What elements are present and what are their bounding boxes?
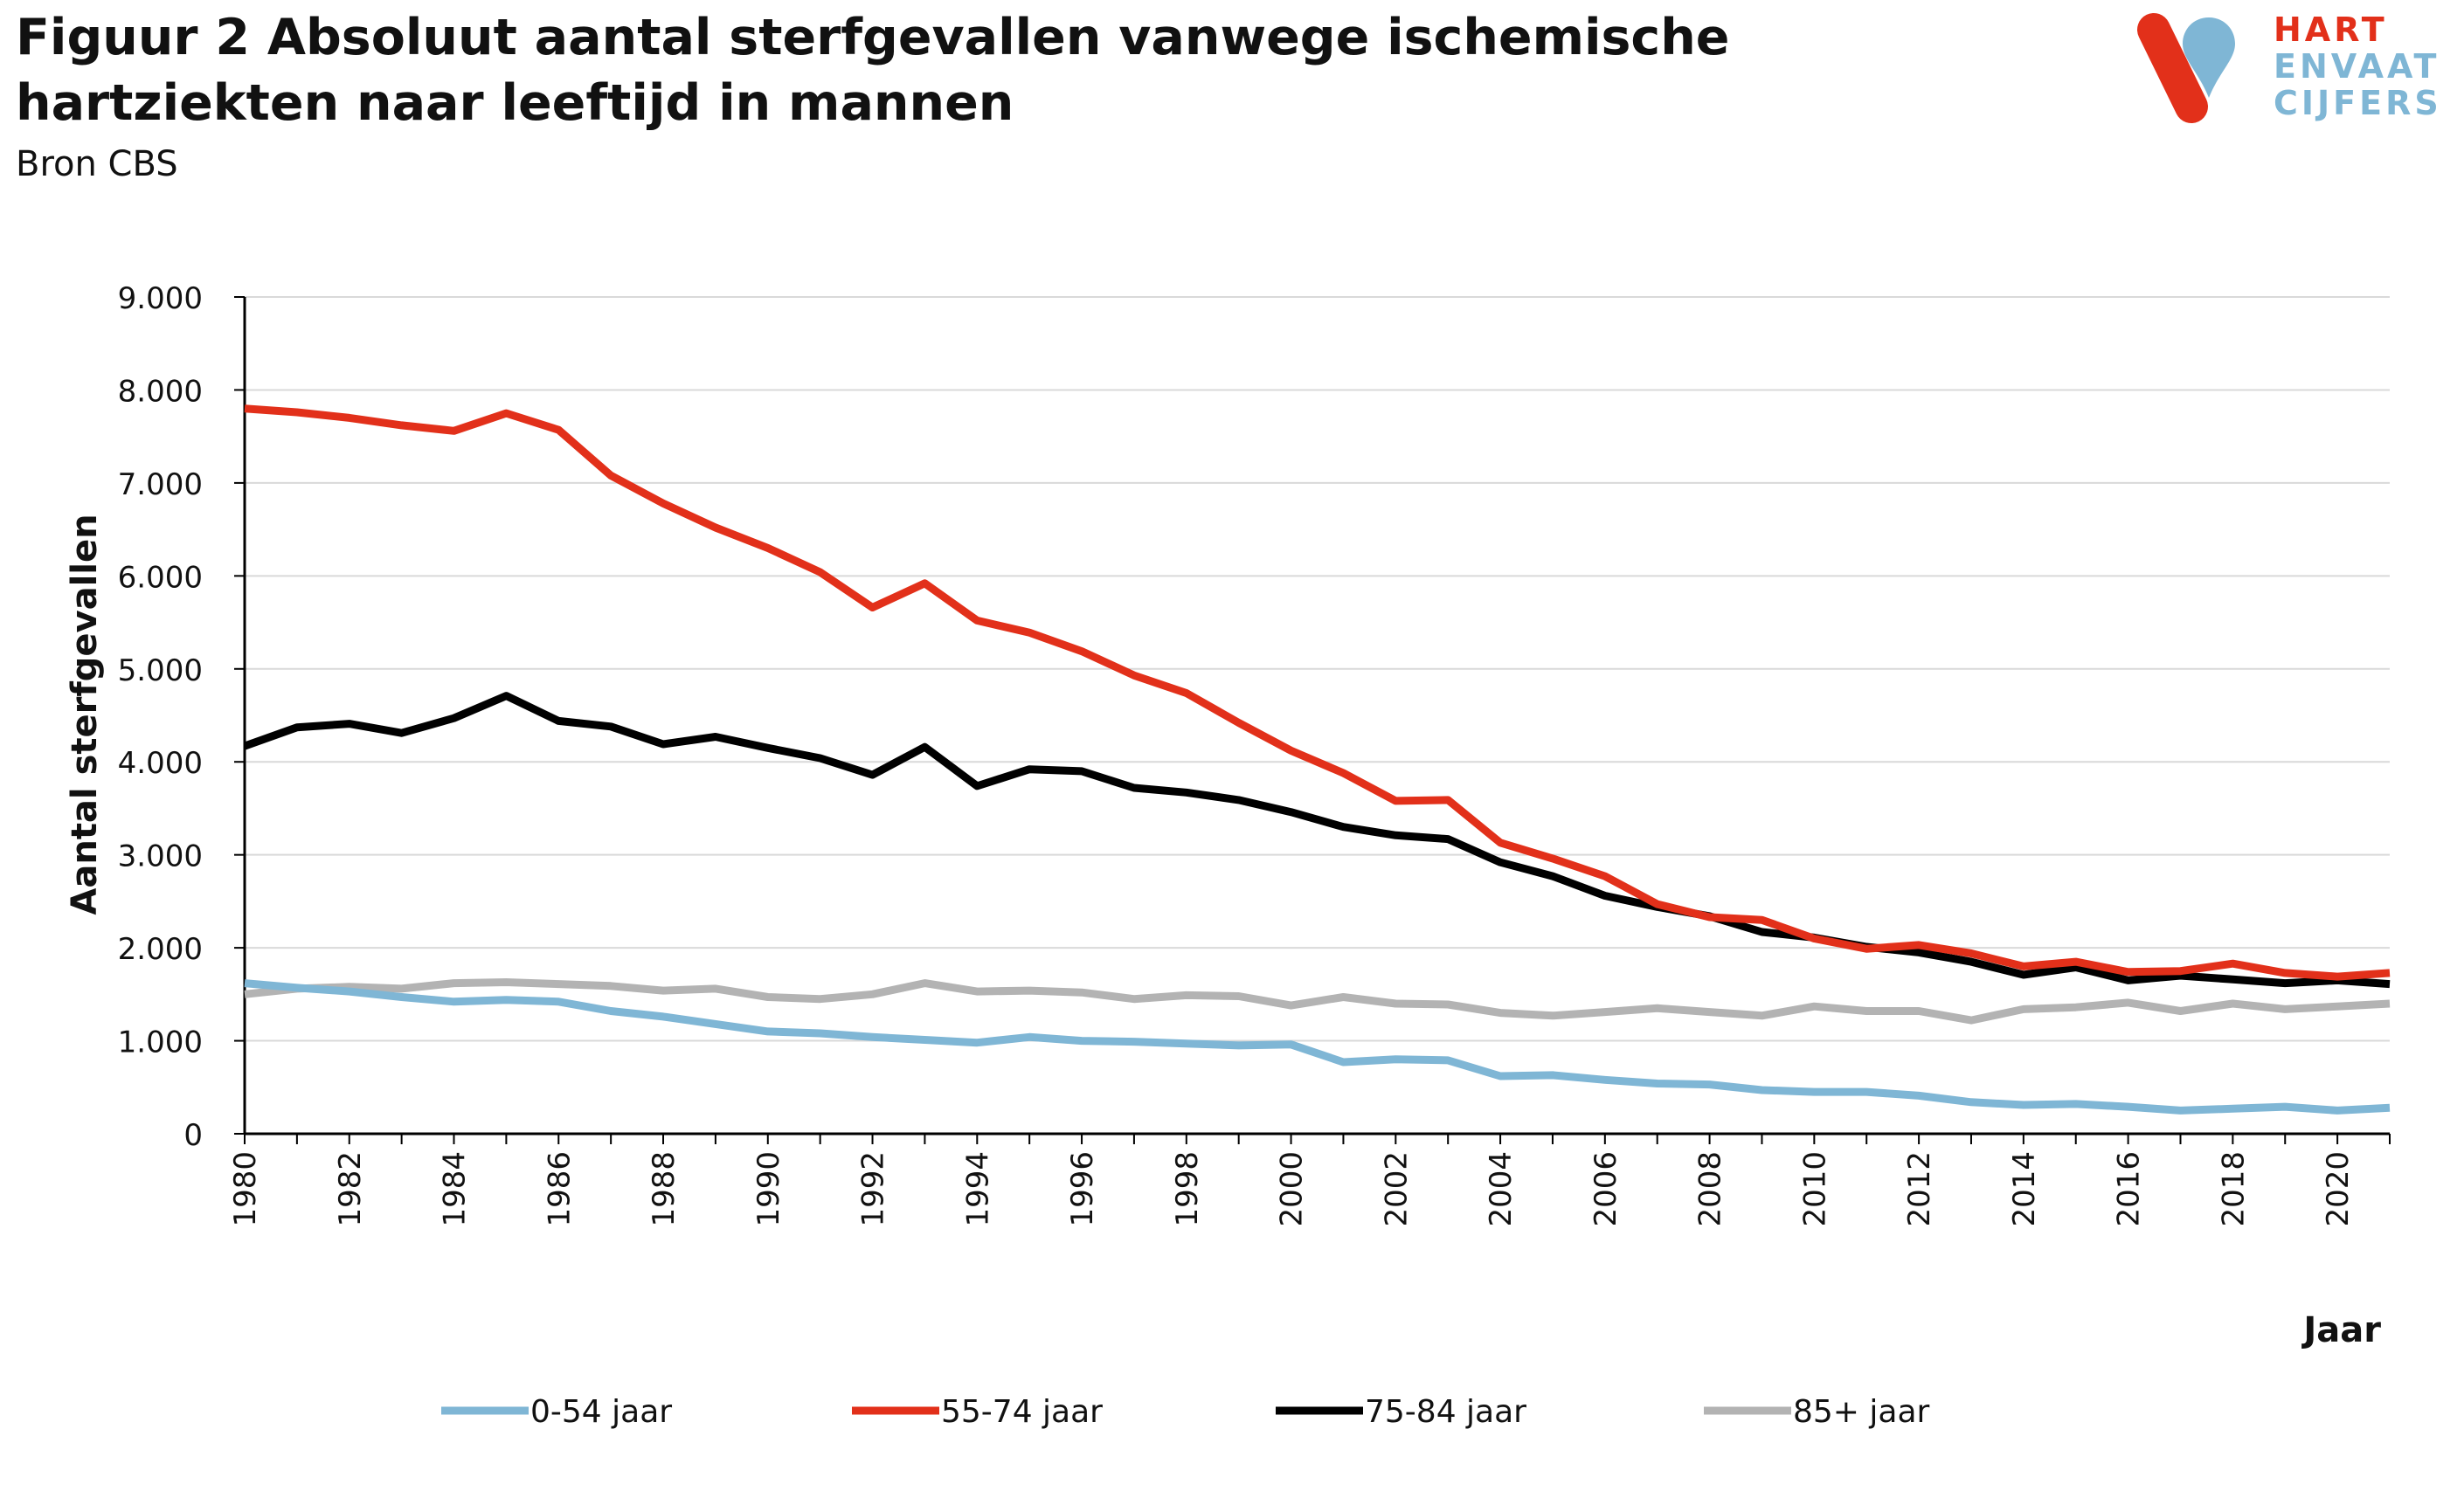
logo-word-cijfers: CIJFERS: [2274, 84, 2442, 122]
logo-line-2: ENVAAT: [2274, 49, 2440, 84]
x-tick-label: 1992: [856, 1151, 891, 1227]
x-tick-label: 1988: [647, 1151, 682, 1227]
y-tick-label: 4.000: [118, 746, 203, 781]
x-tick-label: 2000: [1275, 1151, 1310, 1227]
x-tick-label: 1994: [960, 1151, 995, 1227]
legend-label: 85+ jaar: [1793, 1394, 1930, 1430]
x-tick-label: 2020: [2321, 1151, 2356, 1227]
logo-v-icon: [2137, 13, 2235, 123]
data-series: [243, 404, 2391, 1115]
legend-label: 75-84 jaar: [1365, 1394, 1526, 1430]
x-tick-label: 2012: [1902, 1151, 1937, 1227]
x-axis-ticks: 1980 1982 1984 1986 1988 1990 1992 1994 1996 1998…: [228, 1134, 2391, 1227]
x-tick-label: 2014: [2007, 1151, 2042, 1227]
y-tick-label: 2.000: [118, 932, 203, 967]
series-line-85-jaar: [244, 978, 2391, 1025]
logo-word-hart: HART: [2274, 10, 2388, 49]
x-tick-label: 2016: [2112, 1151, 2147, 1227]
hart-en-vaat-cijfers-logo: [2137, 13, 2235, 123]
x-tick-label: 2008: [1693, 1151, 1728, 1227]
x-tick-label: 1982: [333, 1151, 368, 1227]
x-tick-label: 2004: [1484, 1151, 1519, 1227]
x-tick-label: 2006: [1588, 1151, 1623, 1227]
x-tick-label: 1980: [228, 1151, 263, 1227]
x-tick-label: 1996: [1065, 1151, 1100, 1227]
y-tick-label: 3.000: [118, 839, 203, 874]
axes: [243, 297, 2390, 1136]
y-tick-label: 7.000: [118, 467, 203, 502]
y-tick-label: 1.000: [118, 1025, 203, 1060]
x-tick-label: 2002: [1379, 1151, 1414, 1227]
gridlines: [245, 296, 2390, 1042]
logo-word-vaat: VAAT: [2330, 47, 2440, 86]
y-tick-label: 9.000: [118, 281, 203, 316]
x-tick-label: 1990: [751, 1151, 786, 1227]
x-axis-label: Jaar: [2301, 1310, 2381, 1350]
y-tick-label: 6.000: [118, 560, 203, 595]
x-tick-label: 2010: [1797, 1151, 1832, 1227]
logo-word-en: EN: [2274, 47, 2331, 86]
x-tick-label: 2018: [2216, 1151, 2251, 1227]
x-tick-label: 1986: [542, 1151, 577, 1227]
y-axis-ticks: 0 1.000 2.000 3.000 4.000 5.000 6.000 7.000 8.00…: [118, 281, 245, 1153]
series-line-0-54-jaar: [244, 979, 2391, 1115]
x-tick-label: 1984: [438, 1151, 473, 1227]
chart-subtitle: Bron CBS: [16, 144, 178, 184]
y-axis-label: Aantal sterfgevallen: [65, 514, 105, 915]
series-line-75-84-jaar: [243, 692, 2391, 989]
chart-title: Figuur 2 Absoluut aantal sterfgevallen v…: [16, 9, 1730, 132]
legend-label: 55-74 jaar: [941, 1394, 1103, 1430]
legend: 0-54 jaar 55-74 jaar 75-84 jaar 85+ jaar: [441, 1394, 1930, 1430]
y-tick-label: 5.000: [118, 653, 203, 688]
legend-label: 0-54 jaar: [530, 1394, 672, 1430]
x-tick-label: 1998: [1170, 1151, 1205, 1227]
y-tick-label: 0: [183, 1118, 203, 1153]
series-line-55-74-jaar: [244, 404, 2391, 981]
y-tick-label: 8.000: [118, 374, 203, 409]
